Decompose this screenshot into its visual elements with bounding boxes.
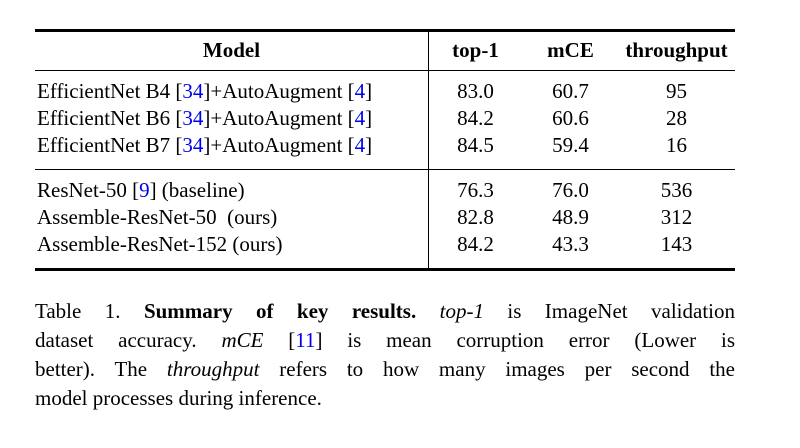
citation-link[interactable]: 34	[182, 132, 204, 157]
top1-cell: 76.3	[457, 178, 494, 203]
throughput-cell: 143	[660, 232, 693, 257]
top-rule	[35, 29, 735, 32]
caption-text-italic: mCE	[221, 328, 264, 352]
mce-cell: 60.7	[552, 78, 589, 103]
caption-text: Table 1.	[35, 299, 144, 323]
citation-link[interactable]: 9	[139, 178, 150, 203]
caption-text: is ImageNet validation	[483, 299, 736, 323]
top1-cell: 84.2	[457, 105, 494, 130]
caption-text-italic: top-1	[439, 299, 484, 323]
model-text: ResNet-50 [	[37, 178, 140, 203]
top1-cell: 83.0	[457, 78, 494, 103]
model-text: ]	[365, 105, 373, 130]
throughput-cell: 95	[666, 78, 687, 103]
results-table: Model top-1 mCE throughput EfficientNet …	[35, 29, 735, 271]
bottom-rule	[35, 268, 735, 271]
caption-text-bold: Summary of key results.	[143, 299, 440, 323]
table-row: ResNet-50 [9] (baseline) 76.3 76.0 536	[35, 177, 735, 204]
top1-cell: 82.8	[457, 205, 494, 230]
mce-cell: 48.9	[552, 205, 589, 230]
header-throughput: throughput	[625, 38, 728, 63]
citation-link[interactable]: 34	[182, 105, 204, 130]
caption-line: model processes during inference.	[35, 384, 735, 413]
table-row: Assemble-ResNet-152 (ours) 84.2 43.3 143	[35, 231, 735, 258]
citation-link[interactable]: 4	[354, 132, 366, 157]
model-text: EfficientNet B4 [	[37, 78, 183, 103]
caption-text: refers to how many images per second the	[259, 357, 735, 381]
caption-text: better). The	[35, 357, 167, 381]
model-cell: EfficientNet B6 [34]+AutoAugment [4]	[35, 106, 428, 131]
column-separator	[428, 32, 430, 268]
throughput-cell: 536	[660, 178, 693, 203]
mce-cell: 59.4	[552, 132, 589, 157]
citation-link[interactable]: 4	[354, 78, 366, 103]
model-cell: Assemble-ResNet-152 (ours)	[35, 232, 428, 257]
group-divider-rule	[35, 168, 735, 171]
model-cell: ResNet-50 [9] (baseline)	[35, 178, 428, 203]
header-mce: mCE	[547, 38, 594, 63]
header-model: Model	[202, 38, 261, 63]
caption-text-italic: throughput	[166, 357, 260, 381]
table-row: EfficientNet B7 [34]+AutoAugment [4] 84.…	[35, 132, 735, 159]
model-text: ]+AutoAugment [	[203, 132, 355, 157]
throughput-cell: 28	[666, 105, 687, 130]
model-text: EfficientNet B6 [	[37, 105, 183, 130]
throughput-cell: 312	[660, 205, 693, 230]
header-top1: top-1	[452, 38, 499, 63]
model-cell: EfficientNet B7 [34]+AutoAugment [4]	[35, 133, 428, 158]
table-header-row: Model top-1 mCE throughput	[35, 32, 735, 70]
top1-cell: 84.5	[457, 132, 494, 157]
caption-line: dataset accuracy. mCE [11] is mean corru…	[35, 326, 735, 355]
citation-link[interactable]: 11	[295, 328, 316, 352]
model-text: ]	[365, 78, 373, 103]
model-text: Assemble-ResNet-152 (ours)	[37, 232, 283, 257]
model-cell: EfficientNet B4 [34]+AutoAugment [4]	[35, 79, 428, 104]
caption-line: Table 1. Summary of key results. top-1 i…	[35, 297, 735, 326]
table-caption: Table 1. Summary of key results. top-1 i…	[35, 297, 735, 413]
model-text: ]+AutoAugment [	[203, 105, 355, 130]
caption-text: model processes during inference.	[35, 386, 322, 410]
table-group-resnet: ResNet-50 [9] (baseline) 76.3 76.0 536 A…	[35, 170, 735, 268]
throughput-cell: 16	[666, 132, 687, 157]
caption-line: better). The throughput refers to how ma…	[35, 355, 735, 384]
caption-text: [	[263, 328, 296, 352]
caption-text: ] is mean corruption error (Lower is	[315, 328, 736, 352]
caption-text: dataset accuracy.	[35, 328, 222, 352]
citation-link[interactable]: 34	[182, 78, 204, 103]
model-text: ]+AutoAugment [	[203, 78, 355, 103]
model-cell: Assemble-ResNet-50 (ours)	[35, 205, 428, 230]
mce-cell: 60.6	[552, 105, 589, 130]
table-row: EfficientNet B4 [34]+AutoAugment [4] 83.…	[35, 78, 735, 105]
header-rule	[35, 69, 735, 71]
table-row: Assemble-ResNet-50 (ours) 82.8 48.9 312	[35, 204, 735, 231]
citation-link[interactable]: 4	[354, 105, 366, 130]
table-group-efficientnet: EfficientNet B4 [34]+AutoAugment [4] 83.…	[35, 71, 735, 169]
model-text: ]	[365, 132, 373, 157]
table-row: EfficientNet B6 [34]+AutoAugment [4] 84.…	[35, 105, 735, 132]
mce-cell: 76.0	[552, 178, 589, 203]
model-text: Assemble-ResNet-50 (ours)	[37, 205, 278, 230]
top1-cell: 84.2	[457, 232, 494, 257]
model-text: ] (baseline)	[149, 178, 245, 203]
mce-cell: 43.3	[552, 232, 589, 257]
model-text: EfficientNet B7 [	[37, 132, 183, 157]
